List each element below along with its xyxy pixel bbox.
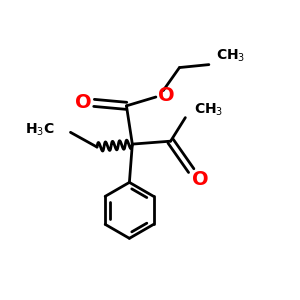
Text: CH$_3$: CH$_3$ — [216, 48, 246, 64]
Text: O: O — [192, 170, 208, 189]
Text: CH$_3$: CH$_3$ — [194, 102, 223, 119]
Text: O: O — [75, 93, 92, 112]
Text: O: O — [158, 86, 175, 105]
Text: H$_3$C: H$_3$C — [25, 121, 54, 138]
